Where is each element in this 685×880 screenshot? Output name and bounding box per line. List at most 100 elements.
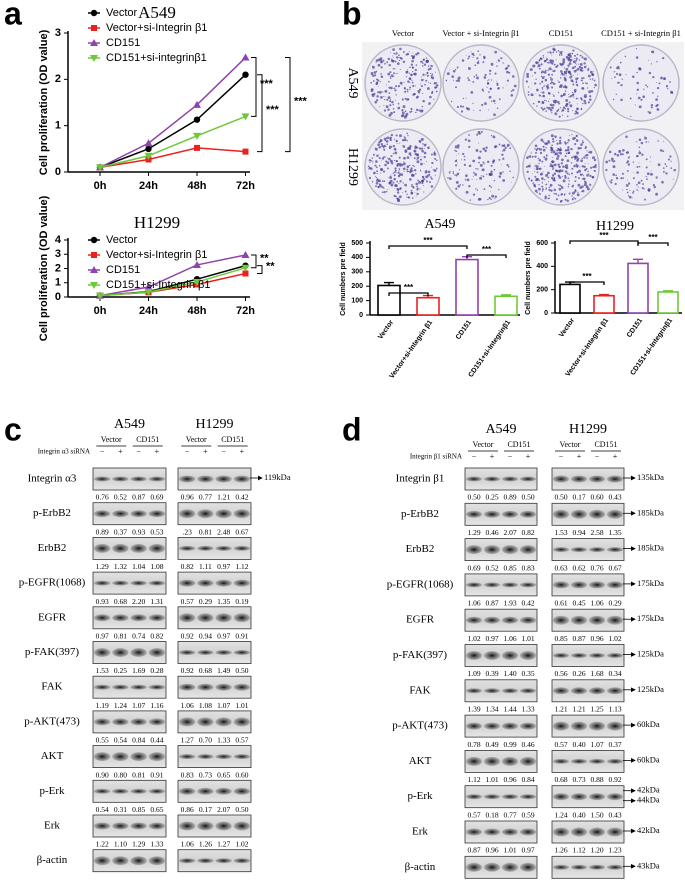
colony <box>423 178 426 181</box>
colony <box>540 72 543 74</box>
colony <box>476 61 480 65</box>
colony <box>490 164 493 167</box>
protein-label: p-AKT(473) <box>24 715 80 727</box>
colony <box>546 89 548 91</box>
band <box>466 862 482 872</box>
colony <box>552 99 554 101</box>
colony <box>636 183 638 186</box>
quantification: 0.82 <box>521 528 534 537</box>
colony <box>545 154 548 157</box>
colony <box>580 80 582 82</box>
colony <box>585 95 588 98</box>
colony <box>643 188 645 190</box>
colony <box>470 91 474 94</box>
colony <box>484 102 487 105</box>
colony <box>572 110 574 112</box>
colony <box>547 171 550 175</box>
colony <box>540 95 542 97</box>
colony <box>626 189 628 190</box>
colony <box>492 135 496 139</box>
quantification: 0.29 <box>199 597 212 606</box>
quantification: 1.33 <box>217 736 230 745</box>
colony <box>536 147 539 150</box>
colony <box>378 183 382 187</box>
colony <box>574 157 577 159</box>
colony <box>565 149 568 152</box>
colony <box>501 164 503 166</box>
colony <box>381 186 384 189</box>
colony <box>561 114 564 116</box>
colony <box>568 54 572 58</box>
colony <box>430 185 434 188</box>
colony <box>658 82 661 85</box>
colony <box>372 65 374 68</box>
band <box>571 687 587 695</box>
blot <box>92 675 167 699</box>
quantification: 1.02 <box>235 840 248 849</box>
colony <box>559 77 562 79</box>
colony <box>582 77 585 79</box>
colony <box>553 172 557 175</box>
colony <box>571 195 573 197</box>
colony <box>395 134 398 137</box>
quantification: 1.93 <box>503 599 516 608</box>
colony <box>421 62 424 64</box>
band <box>466 545 482 555</box>
colony <box>632 190 635 193</box>
colony <box>393 111 396 114</box>
group-label: CD151 <box>507 440 530 449</box>
column-label: Vector <box>392 28 414 38</box>
blot <box>92 849 167 873</box>
line <box>99 254 246 297</box>
colony <box>404 190 407 193</box>
colony <box>410 154 412 157</box>
colony <box>399 68 401 71</box>
band <box>520 510 536 518</box>
quantification: 1.50 <box>590 810 603 819</box>
colony <box>378 154 380 156</box>
blot <box>92 502 167 526</box>
colony <box>574 62 576 64</box>
colony <box>388 113 392 117</box>
colony <box>638 138 642 142</box>
colony <box>528 177 531 180</box>
quantification: 0.53 <box>150 527 163 536</box>
marker <box>242 270 249 277</box>
colony <box>558 139 562 143</box>
colony <box>414 93 416 95</box>
colony <box>541 76 545 80</box>
colony <box>553 48 556 52</box>
colony <box>543 171 545 173</box>
colony <box>593 79 596 82</box>
colony <box>564 166 567 168</box>
quantification: 1.07 <box>217 701 230 710</box>
colony <box>566 152 568 155</box>
quantification: 0.82 <box>150 632 163 641</box>
colony <box>387 80 390 83</box>
chart-title: H1299 <box>134 213 180 232</box>
colony <box>548 67 552 71</box>
quantification: 1.34 <box>485 705 498 714</box>
colony <box>375 177 378 179</box>
colony <box>581 79 584 82</box>
colony <box>384 62 386 65</box>
colony <box>468 55 471 58</box>
colony <box>567 185 570 188</box>
band <box>215 650 232 655</box>
colony <box>541 188 545 191</box>
colony <box>412 55 416 58</box>
colony <box>560 94 563 98</box>
quantification: 0.28 <box>150 666 163 675</box>
colony <box>376 95 379 98</box>
band <box>112 543 129 553</box>
colony <box>425 175 429 179</box>
colony <box>550 151 553 154</box>
quantification: 1.21 <box>572 705 585 714</box>
colony <box>648 141 650 143</box>
colony <box>422 92 424 95</box>
band <box>130 822 147 830</box>
blot <box>551 785 625 809</box>
kda-label: 185kDa <box>637 507 664 517</box>
colony <box>502 179 506 182</box>
colony <box>557 154 560 158</box>
